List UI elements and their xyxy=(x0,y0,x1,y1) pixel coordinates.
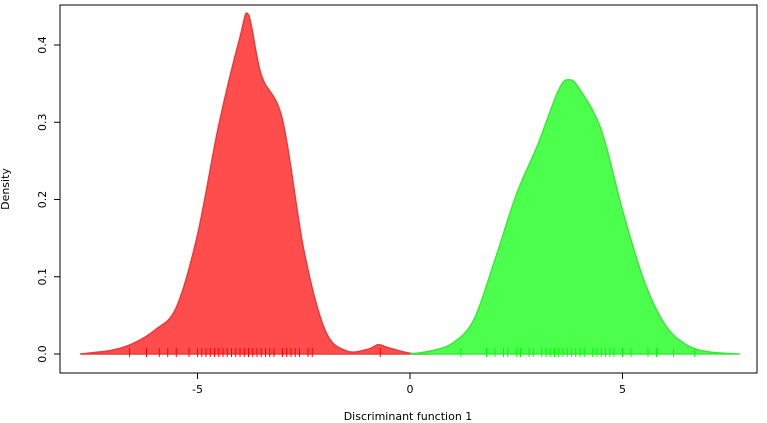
x-tick-label: 5 xyxy=(619,383,626,396)
x-tick-label: 0 xyxy=(406,383,413,396)
x-tick-label: -5 xyxy=(192,383,203,396)
density-area xyxy=(80,12,430,355)
x-axis-label: Discriminant function 1 xyxy=(344,410,473,423)
y-tick-label: 0.0 xyxy=(36,345,49,363)
density-area xyxy=(409,79,740,355)
y-tick-label: 0.1 xyxy=(36,268,49,286)
plot-frame xyxy=(59,4,758,374)
y-tick-label: 0.3 xyxy=(36,114,49,132)
y-axis-label: Density xyxy=(0,168,12,210)
y-tick-label: 0.4 xyxy=(36,36,49,54)
y-tick-label: 0.2 xyxy=(36,191,49,209)
